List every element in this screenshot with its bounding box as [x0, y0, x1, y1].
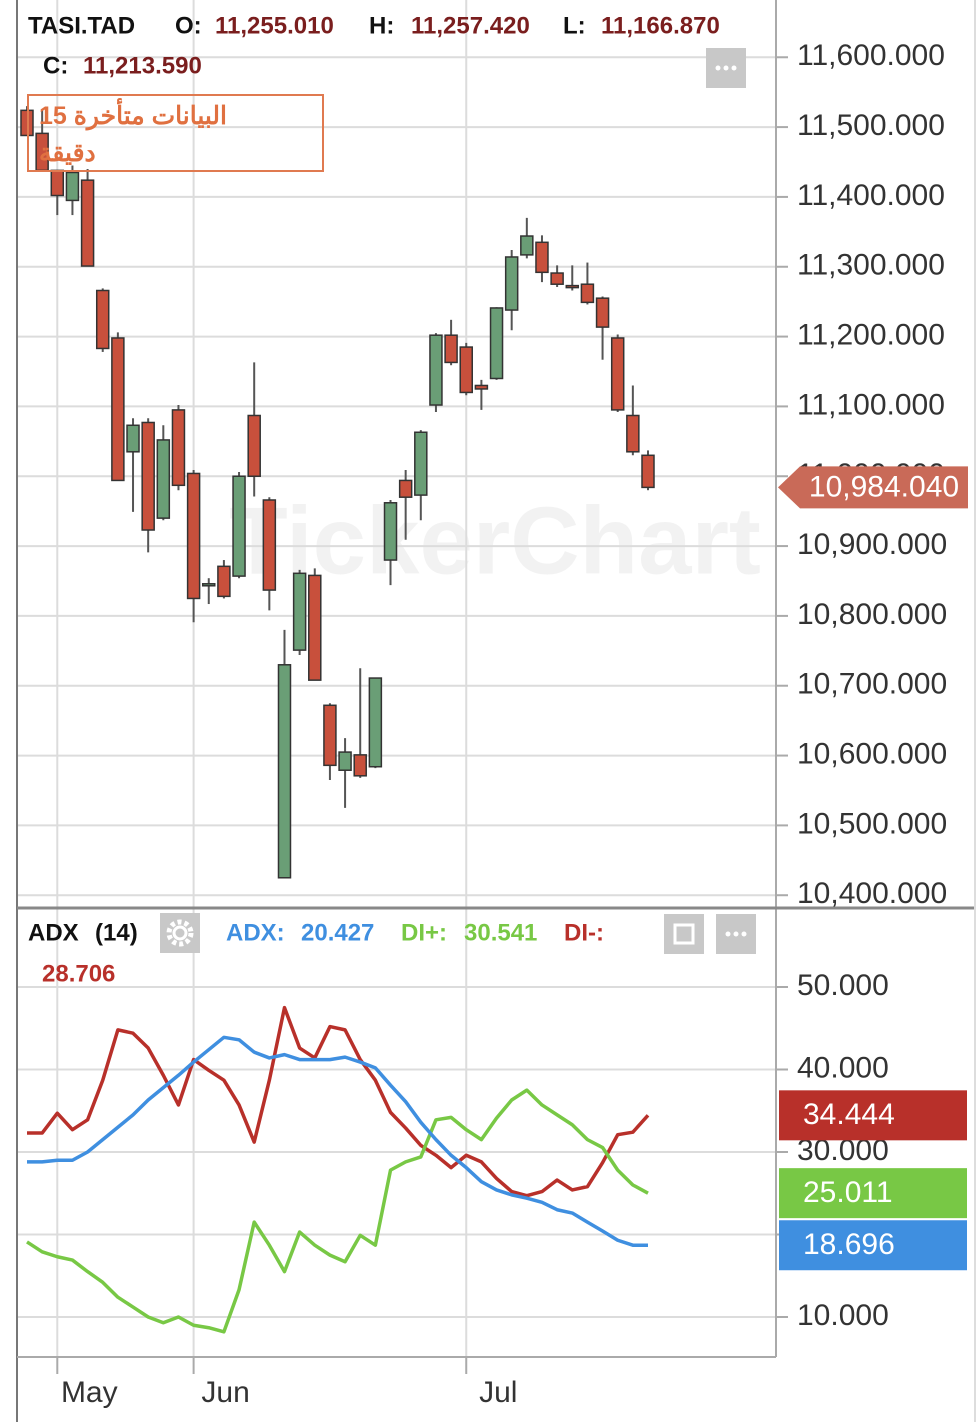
last-value-label: 34.444: [803, 1098, 895, 1131]
candle-body: [353, 754, 367, 777]
candle-body: [641, 454, 655, 489]
indicator-name: ADX: [28, 919, 79, 946]
candle-body: [383, 502, 398, 561]
y-tick-label: 11,600.000: [797, 39, 945, 72]
settings-button[interactable]: [160, 913, 200, 953]
indicator-line: [26, 1088, 649, 1334]
candle-body: [126, 424, 140, 453]
candle-body: [626, 414, 640, 453]
y-tick-label: 11,500.000: [797, 109, 945, 142]
adx-value: 20.427: [301, 919, 374, 946]
di-plus-key: DI+:: [401, 919, 447, 946]
candle-body: [277, 664, 292, 879]
y-tick-label: 10,900.000: [797, 528, 947, 561]
maximize-button[interactable]: [664, 914, 704, 954]
ohlc-value: 11,255.010: [215, 12, 334, 39]
candle-body: [595, 297, 610, 328]
menu-button[interactable]: [716, 914, 756, 954]
indicator-line: [27, 1035, 649, 1247]
y-tick-label: 11,400.000: [797, 179, 945, 212]
y-tick-label: 11,100.000: [797, 388, 945, 421]
indicator-period: (14): [95, 919, 138, 946]
candle-body: [111, 337, 125, 482]
last-value-badge: [779, 1168, 967, 1219]
symbol: TASI.TAD: [28, 12, 135, 39]
y-tick-label: 50.000: [797, 969, 889, 1002]
candle-body: [368, 677, 383, 768]
candle-body: [262, 499, 277, 591]
candle-body: [186, 472, 201, 600]
candle-body: [398, 479, 413, 498]
candle-body: [232, 475, 246, 577]
candle-body: [459, 346, 473, 394]
ohlc-key: C:: [43, 52, 68, 79]
candle-body: [550, 272, 564, 285]
candle-body: [217, 565, 231, 598]
candle-body: [610, 337, 625, 411]
ohlc-key: L:: [563, 12, 586, 39]
adx-key: ADX:: [226, 919, 285, 946]
candle-body: [444, 334, 458, 364]
y-tick-label: 10,700.000: [797, 668, 947, 701]
last-value-label: 18.696: [803, 1228, 895, 1261]
di-minus-value: 28.706: [42, 960, 115, 987]
di-minus-key: DI-:: [564, 919, 604, 946]
y-tick-label: 10,600.000: [797, 737, 947, 770]
last-value-label: 25.011: [803, 1176, 893, 1209]
candle-body: [171, 409, 186, 487]
candle-body: [580, 283, 595, 304]
candle-body: [50, 169, 65, 197]
delay-notice: البيانات متأخرة 15 دقيقة: [27, 94, 324, 172]
candle-body: [414, 431, 428, 496]
last-value-badge: [779, 1220, 967, 1271]
menu-button[interactable]: [706, 48, 746, 88]
y-tick-label: 11,200.000: [797, 319, 945, 352]
candle-body: [247, 414, 261, 477]
y-tick-label: 40.000: [797, 1051, 889, 1084]
ohlc-value: 11,257.420: [411, 12, 530, 39]
x-tick-label: Jun: [201, 1376, 249, 1409]
y-tick-label: 11,300.000: [797, 249, 945, 282]
y-tick-label: 10,400.000: [797, 877, 947, 910]
di-plus-value: 30.541: [464, 919, 537, 946]
delay-notice-text: البيانات متأخرة 15 دقيقة: [39, 102, 227, 167]
candle-body: [474, 384, 489, 390]
ohlc-key: O:: [175, 12, 202, 39]
candle-body: [323, 704, 337, 767]
y-tick-label: 10,800.000: [797, 598, 947, 631]
candle-body: [95, 289, 110, 350]
candle-body: [202, 583, 216, 587]
candle-body: [565, 284, 580, 289]
candle-body: [308, 574, 322, 681]
ohlc-value: 11,166.870: [601, 12, 720, 39]
y-tick-label: 10.000: [797, 1299, 889, 1332]
candle-body: [80, 179, 95, 267]
last-price-label: 10,984.040: [809, 470, 959, 503]
ohlc-value: 11,213.590: [83, 52, 202, 79]
x-tick-label: Jul: [479, 1376, 517, 1409]
y-tick-label: 10,500.000: [797, 807, 947, 840]
last-price-badge: [778, 466, 968, 509]
candle-body: [504, 256, 519, 311]
candle-body: [338, 751, 352, 771]
candle-body: [429, 334, 443, 406]
candle-body: [489, 307, 504, 380]
candle-body: [65, 171, 80, 202]
candle-body: [292, 572, 307, 651]
last-value-badge: [779, 1090, 967, 1141]
candle-body: [156, 439, 171, 519]
candle-body: [535, 241, 549, 274]
candle-body: [520, 235, 534, 256]
candle-body: [141, 421, 155, 531]
ohlc-key: H:: [369, 12, 394, 39]
x-tick-label: May: [61, 1376, 118, 1409]
indicator-line: [27, 1005, 650, 1198]
